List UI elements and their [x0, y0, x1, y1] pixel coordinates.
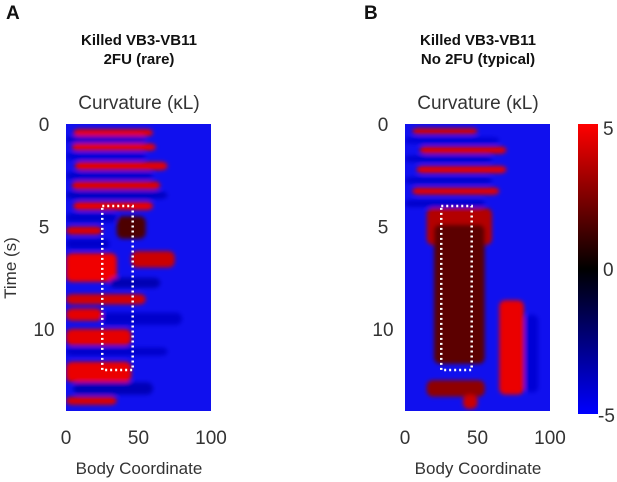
heatmap-band — [71, 181, 161, 190]
panel-title-line-1: Killed VB3-VB11 — [81, 32, 197, 49]
colorbar-tick-zero: 0 — [603, 260, 614, 281]
heatmap-band — [412, 187, 500, 195]
heatmap-band — [66, 213, 117, 223]
heatmap-band — [434, 224, 485, 364]
heatmap-band — [405, 199, 485, 208]
heatmap-band — [419, 146, 507, 154]
heatmap-band — [66, 226, 103, 235]
colorbar-tick-max: 5 — [603, 119, 614, 140]
y-tick-label: 10 — [33, 320, 54, 341]
heatmap-bands — [405, 128, 539, 409]
panel-title-line-2: 2FU (rare) — [104, 51, 175, 68]
heatmap-bands — [66, 129, 182, 405]
heatmap-band — [102, 312, 182, 325]
panel-title-line-2: No 2FU (typical) — [421, 51, 535, 68]
heatmap-band — [405, 155, 492, 162]
x-tick-label: 50 — [128, 428, 149, 449]
colorbar: 5 0 -5 — [578, 119, 615, 427]
heatmap-band — [66, 347, 168, 356]
heatmap-band — [499, 300, 524, 395]
y-ticks: 0 5 10 — [33, 115, 54, 341]
y-tick-label: 5 — [378, 218, 389, 239]
x-tick-label: 100 — [534, 428, 566, 449]
heatmap-band — [66, 396, 117, 405]
y-ticks: 0 5 10 — [372, 115, 393, 341]
panel-a: A Killed VB3-VB11 2FU (rare) Curvature (… — [1, 3, 227, 478]
heatmap-band — [66, 361, 132, 383]
panel-b: B Killed VB3-VB11 No 2FU (typical) Curva… — [364, 3, 566, 478]
colorbar-tick-min: -5 — [598, 406, 615, 427]
heatmap-band — [116, 216, 146, 239]
x-tick-label: 0 — [400, 428, 411, 449]
heatmap-band — [66, 172, 153, 180]
heatmap-band — [73, 129, 153, 137]
heatmap-band — [66, 238, 110, 250]
y-tick-label: 0 — [39, 115, 50, 136]
heatmap-band — [66, 308, 103, 321]
heatmap-band — [426, 380, 485, 397]
heatmap-band — [66, 152, 146, 160]
y-tick-label: 5 — [39, 218, 50, 239]
panel-title-line-1: Killed VB3-VB11 — [420, 32, 536, 49]
heatmap — [66, 124, 211, 411]
x-tick-label: 0 — [61, 428, 72, 449]
heatmap-band — [66, 294, 146, 305]
heatmap-band — [463, 394, 478, 409]
x-ticks: 0 50 100 — [400, 428, 566, 449]
heatmap-band — [71, 143, 156, 151]
heatmap-band — [66, 329, 132, 346]
heatmap-band — [416, 166, 507, 174]
y-tick-label: 0 — [378, 115, 389, 136]
x-axis-label: Body Coordinate — [415, 459, 542, 478]
colorbar-gradient — [578, 124, 598, 414]
heatmap-band — [73, 382, 153, 395]
x-tick-label: 100 — [195, 428, 227, 449]
heatmap-band — [66, 136, 146, 143]
y-tick-label: 10 — [372, 320, 393, 341]
panel-letter: A — [6, 3, 20, 24]
heatmap-title: Curvature (κL) — [78, 93, 199, 114]
panel-letter: B — [364, 3, 378, 24]
heatmap-band — [109, 277, 161, 288]
heatmap-band — [131, 251, 175, 268]
heatmap-band — [412, 128, 478, 135]
heatmap-band — [405, 137, 500, 144]
x-tick-label: 50 — [467, 428, 488, 449]
heatmap-band — [66, 253, 117, 282]
highlight-box — [440, 204, 473, 372]
heatmap-band — [525, 314, 539, 393]
heatmap-band — [66, 191, 168, 199]
y-axis-label: Time (s) — [1, 237, 20, 299]
heatmap-title: Curvature (κL) — [417, 93, 538, 114]
heatmap — [405, 124, 550, 411]
highlight-box — [101, 204, 134, 372]
heatmap-band — [74, 161, 168, 171]
x-ticks: 0 50 100 — [61, 428, 227, 449]
heatmap-band — [405, 177, 492, 184]
x-axis-label: Body Coordinate — [76, 459, 203, 478]
